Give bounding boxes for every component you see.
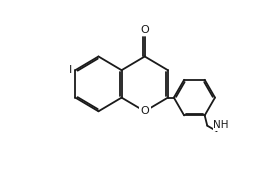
Text: I: I bbox=[69, 65, 72, 75]
Text: O: O bbox=[140, 106, 149, 116]
Text: O: O bbox=[140, 25, 149, 35]
Text: NH: NH bbox=[213, 120, 229, 130]
